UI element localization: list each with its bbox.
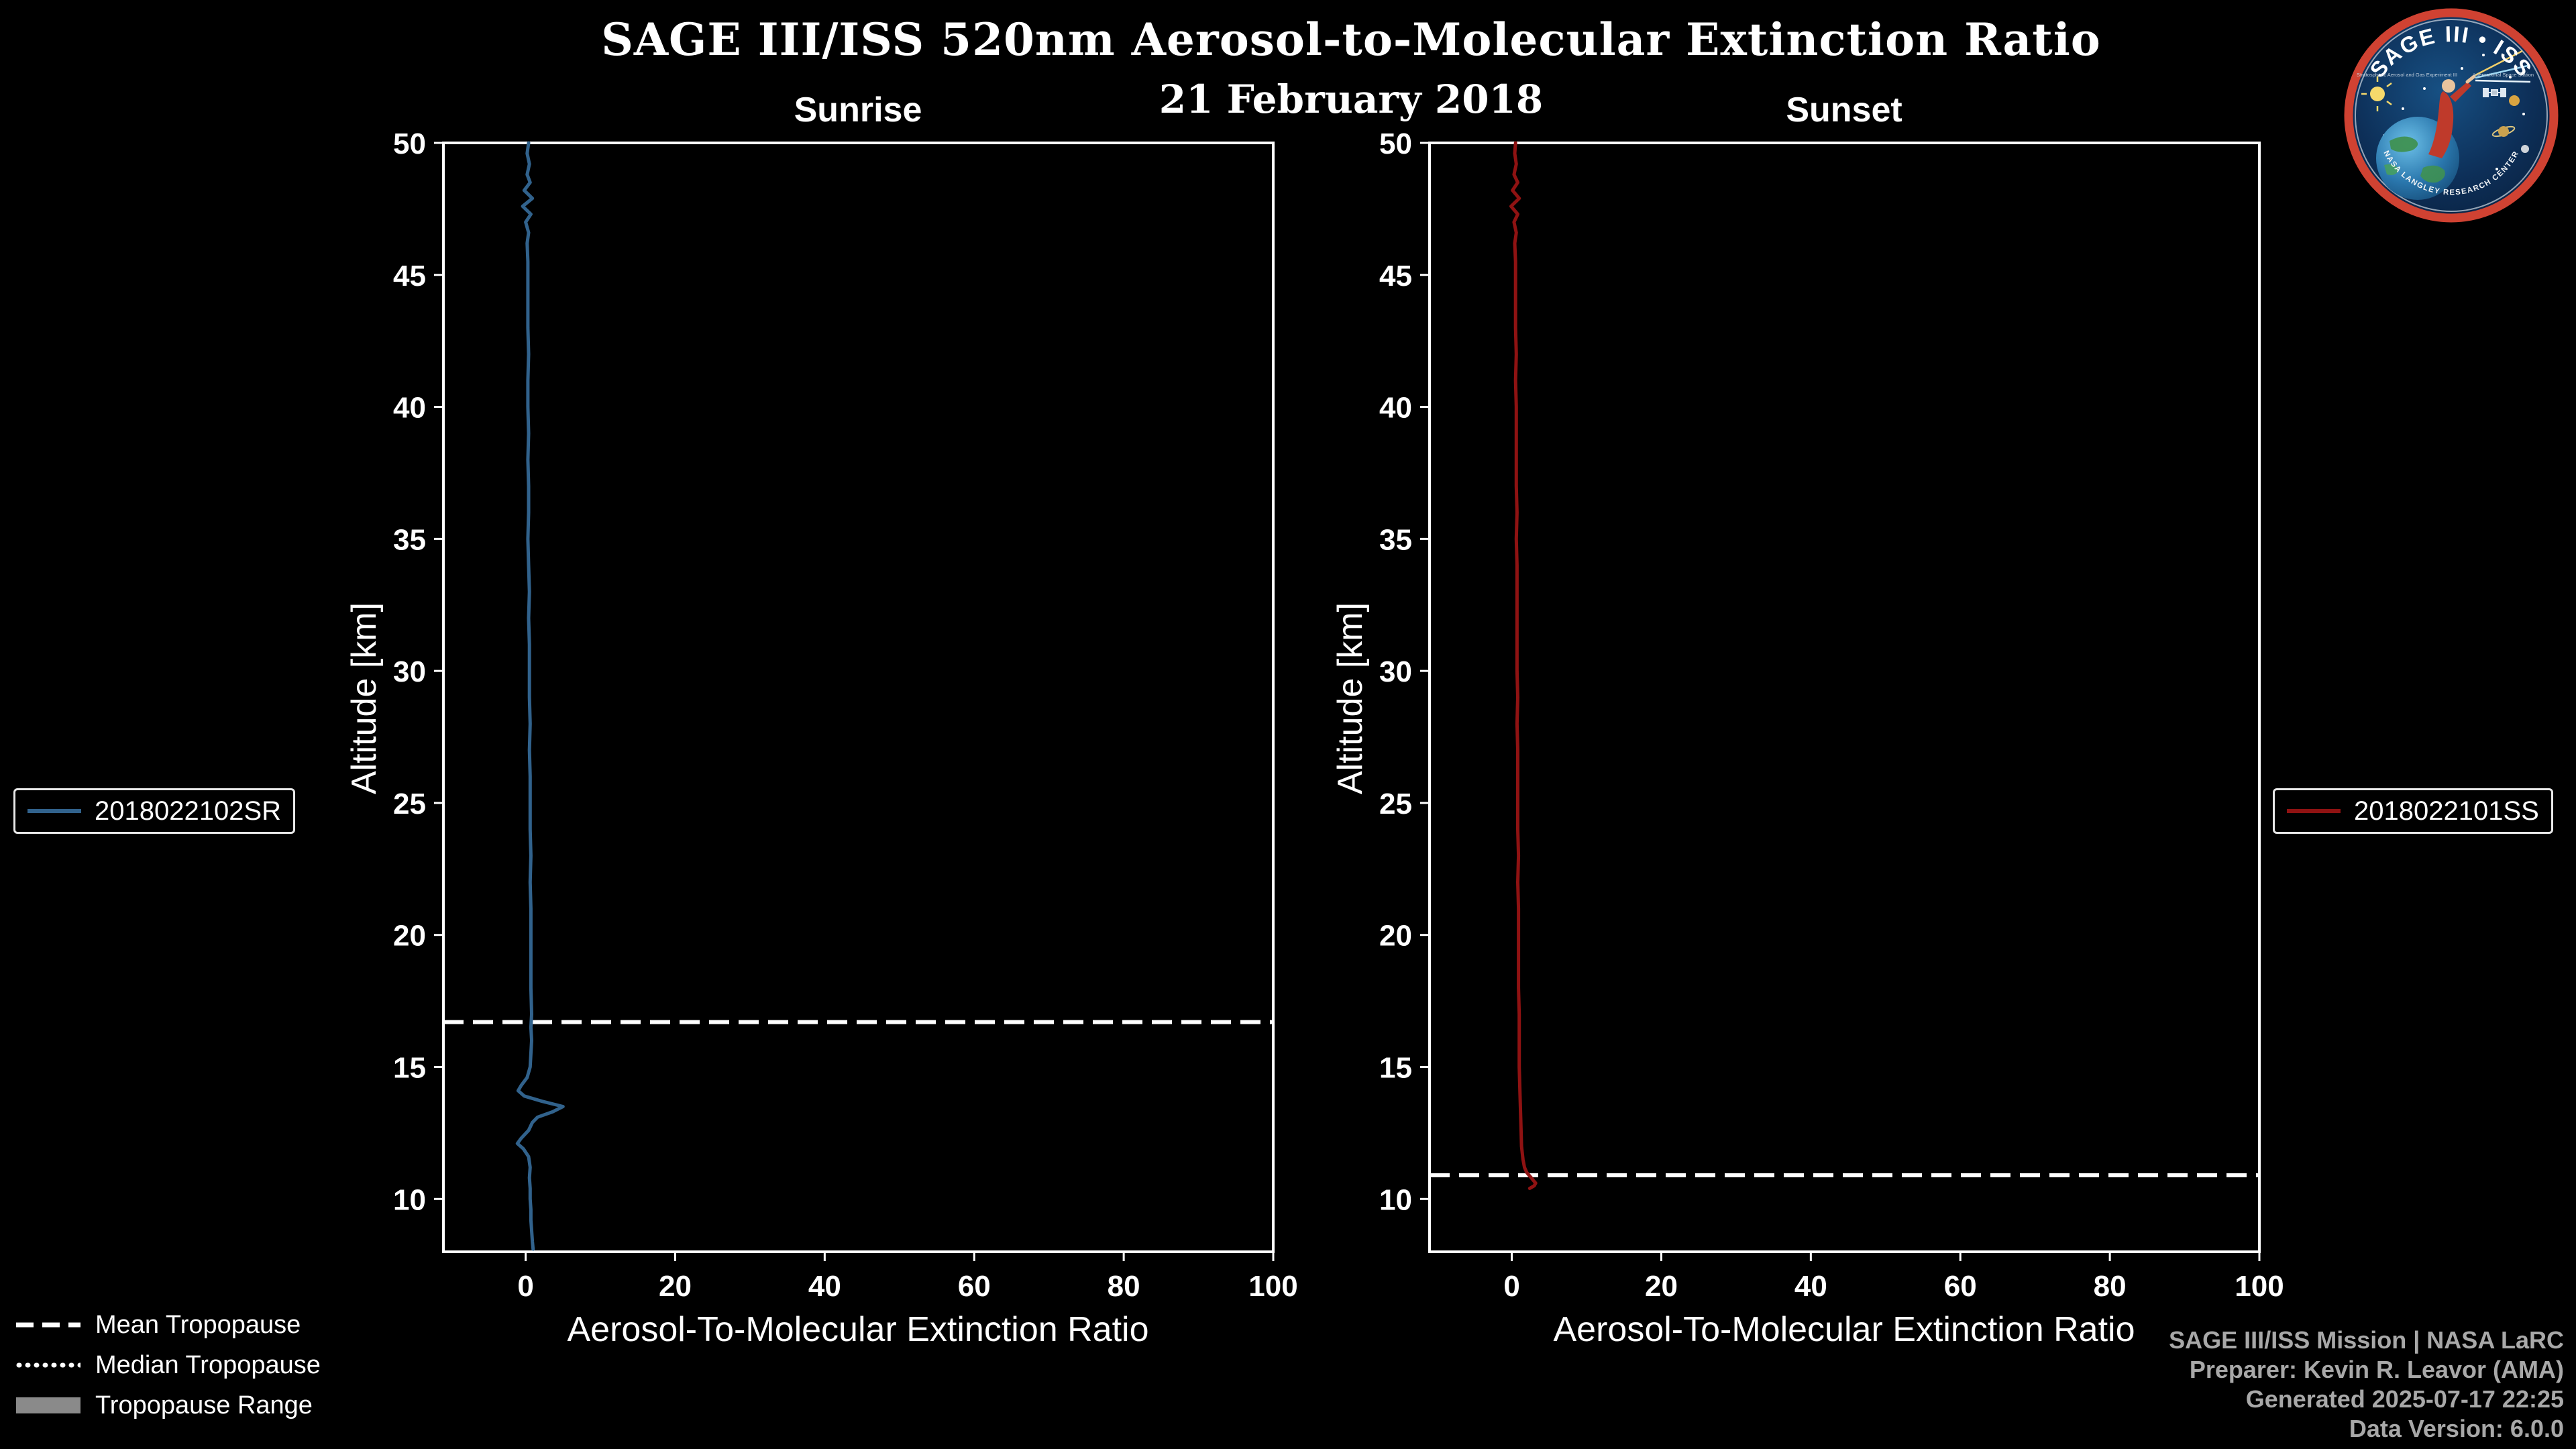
credit-line-version: Data Version: 6.0.0 <box>2349 1415 2564 1442</box>
patch-subtitle-right: International Space Station <box>2473 72 2534 78</box>
sunrise-legend-label: 2018022102SR <box>95 796 282 826</box>
credit-line-generated: Generated 2025-07-17 22:25 <box>2245 1385 2564 1413</box>
svg-text:30: 30 <box>1379 655 1412 688</box>
svg-text:0: 0 <box>1503 1270 1519 1303</box>
robed-figure-icon <box>2428 74 2476 158</box>
svg-text:25: 25 <box>393 788 426 820</box>
svg-text:20: 20 <box>393 920 426 953</box>
svg-text:0: 0 <box>517 1270 533 1303</box>
tropopause-legend: Mean Tropopause Median Tropopause Tropop… <box>16 1309 321 1430</box>
sunrise-y-axis-label: Altitude [km] <box>345 602 384 795</box>
page-date: 21 February 2018 <box>1159 76 1544 122</box>
svg-text:35: 35 <box>1379 523 1412 556</box>
svg-text:20: 20 <box>659 1270 692 1303</box>
svg-text:100: 100 <box>1248 1270 1297 1303</box>
svg-text:20: 20 <box>1645 1270 1678 1303</box>
svg-text:10: 10 <box>1379 1183 1412 1216</box>
svg-text:50: 50 <box>393 127 426 160</box>
svg-text:15: 15 <box>1379 1052 1412 1085</box>
sage-iss-mission-patch-logo: SAGE III • ISS Stratospheric Aerosol and… <box>2344 8 2559 223</box>
sunrise-x-axis-label: Aerosol-To-Molecular Extinction Ratio <box>567 1310 1149 1349</box>
patch-subtitle-left: Stratospheric Aerosol and Gas Experiment… <box>2357 72 2457 78</box>
dashed-line-sample <box>16 1322 80 1328</box>
light-beams-icon <box>2475 50 2531 83</box>
svg-text:100: 100 <box>2235 1270 2284 1303</box>
page-title: SAGE III/ISS 520nm Aerosol-to-Molecular … <box>601 13 2101 66</box>
svg-text:80: 80 <box>1108 1270 1140 1303</box>
svg-text:35: 35 <box>393 523 426 556</box>
sunset-legend: 2018022101SS <box>2273 788 2553 834</box>
sunrise-plot: 10 15 20 25 30 35 40 45 50 0 20 40 60 80 100 <box>393 127 1298 1303</box>
sun-icon <box>2361 76 2392 111</box>
sunset-line-sample <box>2287 809 2341 813</box>
credit-line-mission: SAGE III/ISS Mission | NASA LaRC <box>2169 1326 2564 1354</box>
legend-label-tropopause-range: Tropopause Range <box>95 1391 313 1419</box>
legend-item-tropopause-range: Tropopause Range <box>16 1390 321 1421</box>
svg-text:60: 60 <box>1944 1270 1977 1303</box>
legend-label-mean-tropopause: Mean Tropopause <box>95 1310 301 1339</box>
svg-text:10: 10 <box>393 1183 426 1216</box>
sunrise-line-sample <box>28 809 81 813</box>
svg-text:50: 50 <box>1379 127 1412 160</box>
credit-line-preparer: Preparer: Kevin R. Leavor (AMA) <box>2189 1356 2564 1383</box>
sunrise-panel-title: Sunrise <box>794 91 922 129</box>
iss-icon <box>2483 88 2506 97</box>
svg-text:45: 45 <box>1379 260 1412 292</box>
sunset-panel-title: Sunset <box>1786 91 1902 129</box>
svg-text:40: 40 <box>808 1270 841 1303</box>
planets-icon <box>2491 95 2529 153</box>
svg-text:45: 45 <box>393 260 426 292</box>
patch-inner-ring <box>2355 19 2548 212</box>
svg-text:30: 30 <box>393 655 426 688</box>
sunset-y-axis-label: Altitude [km] <box>1331 602 1370 795</box>
svg-text:60: 60 <box>958 1270 991 1303</box>
svg-text:40: 40 <box>1794 1270 1827 1303</box>
legend-label-median-tropopause: Median Tropopause <box>95 1350 321 1379</box>
svg-text:40: 40 <box>1379 392 1412 425</box>
svg-text:15: 15 <box>393 1052 426 1085</box>
svg-text:80: 80 <box>2094 1270 2127 1303</box>
sunrise-legend: 2018022102SR <box>13 788 296 834</box>
legend-item-mean-tropopause: Mean Tropopause <box>16 1309 321 1340</box>
dotted-line-sample <box>16 1362 80 1368</box>
sunset-x-axis-label: Aerosol-To-Molecular Extinction Ratio <box>1553 1310 2135 1349</box>
gray-patch-sample <box>16 1397 80 1413</box>
svg-text:25: 25 <box>1379 788 1412 820</box>
sunset-plot: 10 15 20 25 30 35 40 45 50 0 20 40 60 80 100 <box>1379 127 2284 1303</box>
svg-text:40: 40 <box>393 392 426 425</box>
svg-text:20: 20 <box>1379 920 1412 953</box>
sunset-legend-label: 2018022101SS <box>2354 796 2539 826</box>
credits: SAGE III/ISS Mission | NASA LaRC Prepare… <box>2169 1326 2564 1444</box>
legend-item-median-tropopause: Median Tropopause <box>16 1350 321 1381</box>
